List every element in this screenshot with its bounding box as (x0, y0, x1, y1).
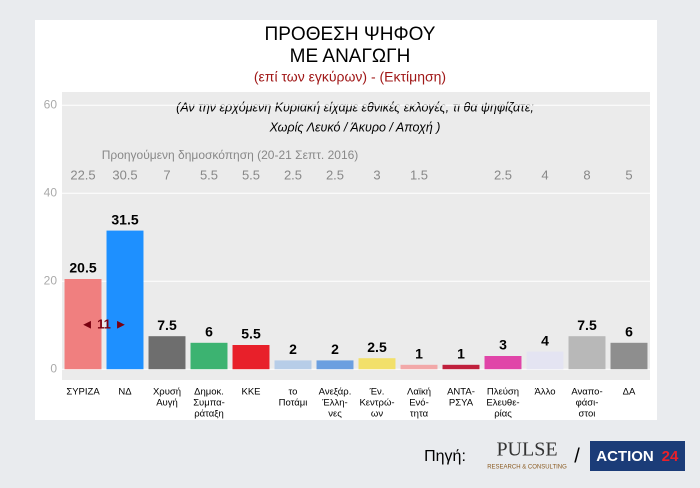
source-logo: PULSE (496, 439, 557, 461)
bar (148, 336, 186, 370)
y-tick-label: 40 (44, 185, 58, 199)
x-tick-label: Συμπα- (193, 398, 225, 409)
bar (400, 364, 438, 370)
previous-value: 7 (163, 167, 170, 182)
y-tick-label: 0 (50, 361, 57, 375)
y-tick-label: 60 (44, 97, 58, 111)
value-label: 3 (499, 337, 507, 353)
x-tick-label: στοι (579, 409, 596, 420)
value-label: 2 (331, 341, 339, 357)
previous-label: Προηγούμενη δημοσκόπηση (20-21 Σεπτ. 201… (102, 148, 359, 162)
x-tick-label: Έν. (369, 387, 385, 398)
x-tick-label: Πλεύση (487, 387, 519, 398)
chart-title: ΠΡΟΘΕΣΗ ΨΗΦΟΥ (265, 24, 436, 45)
value-label: 4 (541, 332, 549, 348)
question: Χωρίς Λευκό / Άκυρο / Αποχή ) (269, 120, 441, 134)
y-tick-label: 20 (44, 273, 58, 287)
x-tick-label: Δημοκ. (194, 387, 224, 398)
value-label: 2.5 (367, 339, 387, 355)
x-tick-label: Αυγή (156, 398, 178, 409)
bar (484, 356, 522, 370)
x-tick-label: Λαϊκή (407, 387, 431, 398)
x-tick-label: ΚΚΕ (241, 387, 260, 398)
value-label: 1 (457, 346, 465, 362)
value-label: 1 (415, 346, 423, 362)
x-tick-label: Ποτάμι (279, 398, 308, 409)
bar (442, 364, 480, 370)
previous-value: 2.5 (326, 167, 344, 182)
x-tick-label: ων (371, 409, 383, 420)
bar (526, 351, 564, 370)
source-logo: RESEARCH & CONSULTING (487, 465, 567, 471)
previous-value: 5 (625, 167, 632, 182)
x-tick-label: Χρυσή (153, 387, 181, 398)
value-label: 7.5 (157, 317, 177, 333)
value-label: 31.5 (111, 211, 138, 227)
previous-value: 4 (541, 167, 548, 182)
previous-value: 3 (373, 167, 380, 182)
source-logo: ACTION (596, 448, 654, 465)
x-tick-label: το (289, 387, 298, 398)
value-label: 7.5 (577, 317, 597, 333)
previous-value: 5.5 (200, 167, 218, 182)
bar (316, 360, 354, 370)
x-tick-label: ΝΔ (118, 387, 132, 398)
previous-value: 8 (583, 167, 590, 182)
x-tick-label: ράταξη (194, 409, 224, 420)
x-tick-label: Άλλο (535, 387, 556, 398)
x-tick-label: Έλλη- (321, 398, 347, 409)
x-tick-label: φάσι- (576, 398, 599, 409)
bar (106, 230, 144, 370)
plot-panel (62, 92, 650, 380)
bar (274, 360, 312, 370)
x-tick-label: Αναπο- (571, 387, 602, 398)
x-tick-label: νες (328, 409, 342, 420)
x-tick-label: Ανεξάρ. (319, 387, 352, 398)
previous-value: 30.5 (112, 167, 137, 182)
x-tick-label: Ενό- (409, 398, 429, 409)
x-tick-label: ΑΝΤΑ- (447, 387, 475, 398)
action24-logo (590, 441, 685, 471)
x-tick-label: Κεντρώ- (359, 398, 394, 409)
previous-value: 2.5 (284, 167, 302, 182)
source-separator: / (574, 445, 580, 467)
previous-value: 5.5 (242, 167, 260, 182)
bar (610, 342, 648, 370)
value-label: 2 (289, 341, 297, 357)
value-label: 20.5 (69, 260, 96, 276)
x-tick-label: ΣΥΡΙΖΑ (66, 387, 100, 398)
source-logo: 24 (662, 448, 679, 465)
chart-title: ΜΕ ΑΝΑΓΩΓΗ (290, 46, 411, 67)
previous-value: 1.5 (410, 167, 428, 182)
x-tick-label: Ελευθε- (486, 398, 519, 409)
x-tick-label: ΡΣΥΑ (449, 398, 474, 409)
bar (64, 279, 102, 370)
question: (Αν την ερχόμενη Κυριακή είχαμε εθνικές … (176, 100, 534, 114)
bar (568, 336, 606, 370)
bar (358, 358, 396, 370)
x-tick-label: ΔΑ (623, 387, 636, 398)
bar (190, 342, 228, 370)
previous-value: 2.5 (494, 167, 512, 182)
gap-annotation: ◄ 11 ► (81, 316, 128, 331)
x-tick-label: τητα (410, 409, 429, 420)
x-tick-label: ρίας (494, 409, 512, 420)
bar (232, 345, 270, 370)
value-label: 5.5 (241, 326, 261, 342)
subtitle: (επί των εγκύρων) - (Εκτίμηση) (254, 69, 446, 85)
previous-value: 22.5 (70, 167, 95, 182)
value-label: 6 (625, 324, 633, 340)
value-label: 6 (205, 324, 213, 340)
source-label: Πηγή: (424, 448, 466, 465)
